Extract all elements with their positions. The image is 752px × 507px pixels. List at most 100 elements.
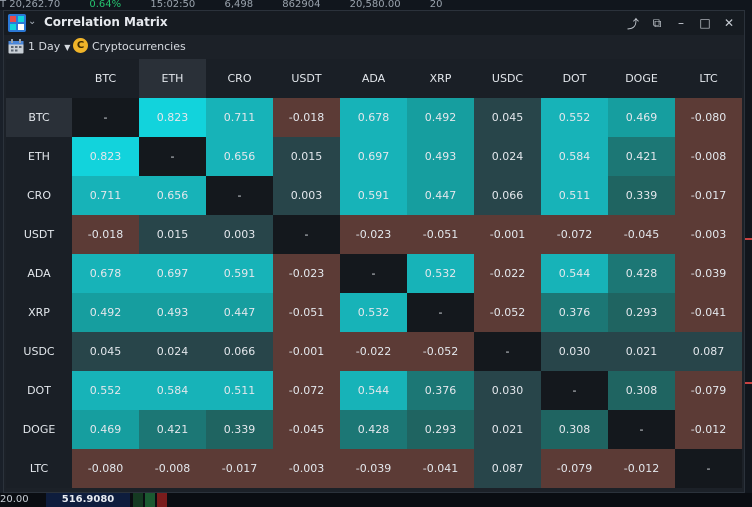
correlation-cell[interactable]: 0.711	[206, 98, 273, 137]
correlation-cell[interactable]: 0.003	[273, 176, 340, 215]
app-logo-icon[interactable]	[8, 14, 26, 32]
share-icon[interactable]: ⤴	[626, 16, 639, 31]
correlation-cell[interactable]: -0.001	[273, 332, 340, 371]
correlation-cell[interactable]: 0.087	[474, 449, 541, 488]
row-header-usdc[interactable]: USDC	[6, 332, 72, 371]
correlation-cell[interactable]: -0.052	[474, 293, 541, 332]
category-selector[interactable]: Cryptocurrencies	[92, 40, 186, 53]
correlation-cell[interactable]: 0.428	[608, 254, 675, 293]
column-header-eth[interactable]: ETH	[139, 59, 206, 98]
correlation-cell[interactable]: -0.080	[675, 98, 742, 137]
correlation-cell[interactable]: -0.023	[340, 215, 407, 254]
column-header-dot[interactable]: DOT	[541, 59, 608, 98]
correlation-cell[interactable]: -	[72, 98, 139, 137]
correlation-cell[interactable]: 0.376	[407, 371, 474, 410]
row-header-cro[interactable]: CRO	[6, 176, 72, 215]
correlation-cell[interactable]: -	[541, 371, 608, 410]
correlation-cell[interactable]: -0.051	[407, 215, 474, 254]
correlation-cell[interactable]: -0.079	[675, 371, 742, 410]
period-dropdown[interactable]: 1 Day ▼	[28, 40, 70, 53]
correlation-cell[interactable]: 0.087	[675, 332, 742, 371]
correlation-cell[interactable]: 0.045	[72, 332, 139, 371]
correlation-cell[interactable]: -	[273, 215, 340, 254]
window-menu-chevron-icon[interactable]: ⌄	[28, 16, 37, 27]
row-header-ada[interactable]: ADA	[6, 254, 72, 293]
column-header-ada[interactable]: ADA	[340, 59, 407, 98]
correlation-cell[interactable]: -	[474, 332, 541, 371]
correlation-cell[interactable]: 0.015	[273, 137, 340, 176]
correlation-cell[interactable]: 0.421	[139, 410, 206, 449]
correlation-cell[interactable]: 0.532	[340, 293, 407, 332]
correlation-cell[interactable]: -	[608, 410, 675, 449]
correlation-cell[interactable]: -0.080	[72, 449, 139, 488]
correlation-cell[interactable]: 0.447	[407, 176, 474, 215]
correlation-cell[interactable]: 0.015	[139, 215, 206, 254]
correlation-cell[interactable]: -0.022	[340, 332, 407, 371]
correlation-cell[interactable]: 0.552	[541, 98, 608, 137]
row-header-ltc[interactable]: LTC	[6, 449, 72, 488]
window-titlebar[interactable]: ⌄ Correlation Matrix ⤴ ⧉ – □ ✕	[4, 11, 744, 35]
correlation-cell[interactable]: 0.339	[206, 410, 273, 449]
correlation-cell[interactable]: 0.030	[474, 371, 541, 410]
correlation-cell[interactable]: -	[407, 293, 474, 332]
correlation-cell[interactable]: 0.030	[541, 332, 608, 371]
correlation-cell[interactable]: 0.376	[541, 293, 608, 332]
column-header-cro[interactable]: CRO	[206, 59, 273, 98]
correlation-cell[interactable]: -0.041	[675, 293, 742, 332]
correlation-cell[interactable]: -	[206, 176, 273, 215]
correlation-cell[interactable]: 0.024	[474, 137, 541, 176]
correlation-cell[interactable]: -0.079	[541, 449, 608, 488]
correlation-cell[interactable]: -0.051	[273, 293, 340, 332]
correlation-cell[interactable]: 0.421	[608, 137, 675, 176]
correlation-cell[interactable]: 0.293	[407, 410, 474, 449]
row-header-usdt[interactable]: USDT	[6, 215, 72, 254]
correlation-cell[interactable]: 0.532	[407, 254, 474, 293]
correlation-cell[interactable]: 0.021	[608, 332, 675, 371]
correlation-cell[interactable]: -0.003	[675, 215, 742, 254]
correlation-cell[interactable]: -0.003	[273, 449, 340, 488]
popout-icon[interactable]: ⧉	[652, 15, 662, 30]
correlation-cell[interactable]: 0.591	[340, 176, 407, 215]
correlation-cell[interactable]: 0.339	[608, 176, 675, 215]
correlation-cell[interactable]: 0.493	[407, 137, 474, 176]
correlation-cell[interactable]: -0.012	[608, 449, 675, 488]
correlation-cell[interactable]: -0.039	[340, 449, 407, 488]
minimize-button[interactable]: –	[678, 16, 684, 30]
correlation-cell[interactable]: 0.823	[72, 137, 139, 176]
column-header-doge[interactable]: DOGE	[608, 59, 675, 98]
row-header-btc[interactable]: BTC	[6, 98, 72, 137]
column-header-btc[interactable]: BTC	[72, 59, 139, 98]
correlation-cell[interactable]: 0.066	[474, 176, 541, 215]
correlation-cell[interactable]: 0.656	[206, 137, 273, 176]
column-header-xrp[interactable]: XRP	[407, 59, 474, 98]
correlation-cell[interactable]: 0.021	[474, 410, 541, 449]
correlation-cell[interactable]: 0.823	[139, 98, 206, 137]
correlation-cell[interactable]: 0.469	[608, 98, 675, 137]
calendar-icon[interactable]	[8, 39, 24, 54]
correlation-cell[interactable]: -0.022	[474, 254, 541, 293]
correlation-cell[interactable]: 0.584	[541, 137, 608, 176]
correlation-cell[interactable]: 0.003	[206, 215, 273, 254]
correlation-cell[interactable]: 0.697	[139, 254, 206, 293]
correlation-cell[interactable]: -0.072	[541, 215, 608, 254]
crypto-coin-icon[interactable]: C	[73, 38, 88, 53]
correlation-cell[interactable]: -0.023	[273, 254, 340, 293]
correlation-cell[interactable]: 0.293	[608, 293, 675, 332]
maximize-button[interactable]: □	[699, 16, 711, 30]
correlation-cell[interactable]: 0.308	[608, 371, 675, 410]
correlation-cell[interactable]: 0.492	[72, 293, 139, 332]
correlation-cell[interactable]: 0.045	[474, 98, 541, 137]
correlation-cell[interactable]: 0.308	[541, 410, 608, 449]
correlation-cell[interactable]: 0.552	[72, 371, 139, 410]
correlation-cell[interactable]: 0.447	[206, 293, 273, 332]
correlation-cell[interactable]: 0.678	[340, 98, 407, 137]
correlation-cell[interactable]: -0.041	[407, 449, 474, 488]
correlation-cell[interactable]: 0.544	[340, 371, 407, 410]
correlation-cell[interactable]: -0.008	[139, 449, 206, 488]
correlation-cell[interactable]: -0.045	[608, 215, 675, 254]
row-header-eth[interactable]: ETH	[6, 137, 72, 176]
correlation-cell[interactable]: 0.511	[541, 176, 608, 215]
correlation-cell[interactable]: -0.018	[273, 98, 340, 137]
correlation-cell[interactable]: 0.428	[340, 410, 407, 449]
correlation-cell[interactable]: -0.001	[474, 215, 541, 254]
